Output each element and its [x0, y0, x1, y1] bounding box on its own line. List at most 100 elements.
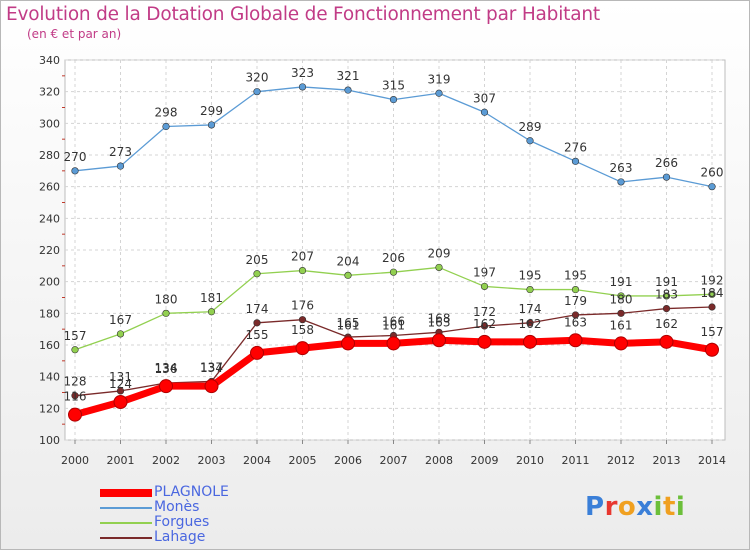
- data-label: 191: [655, 275, 678, 289]
- x-tick-label: 2010: [516, 454, 544, 467]
- data-label: 155: [246, 328, 269, 342]
- data-point: [298, 316, 307, 324]
- data-point: [298, 83, 307, 91]
- x-tick-label: 2001: [107, 454, 135, 467]
- data-label: 197: [473, 265, 496, 279]
- data-label: 266: [655, 156, 678, 170]
- data-point: [708, 303, 716, 311]
- data-label: 195: [564, 269, 587, 283]
- data-label: 205: [246, 253, 269, 267]
- data-label: 124: [109, 377, 132, 391]
- data-label: 276: [564, 140, 587, 154]
- data-point: [253, 270, 261, 278]
- data-label: 307: [473, 91, 496, 105]
- data-label: 299: [200, 104, 223, 118]
- data-point: [341, 336, 355, 351]
- x-tick-label: 2000: [61, 454, 89, 467]
- data-point: [662, 304, 671, 313]
- data-point: [523, 334, 537, 349]
- data-point: [295, 341, 310, 356]
- data-label: 172: [473, 305, 496, 319]
- data-label: 298: [155, 106, 178, 120]
- proxiti-logo: Proxiti: [585, 492, 685, 522]
- y-tick-label: 100: [39, 434, 60, 447]
- data-label: 131: [109, 370, 132, 384]
- data-label: 180: [610, 292, 633, 306]
- data-point: [432, 333, 446, 348]
- data-point: [435, 263, 443, 272]
- data-point: [389, 268, 398, 276]
- legend-label: Monès: [154, 499, 200, 515]
- data-point: [344, 86, 352, 94]
- data-label: 162: [519, 317, 542, 331]
- x-tick-label: 2007: [380, 454, 408, 467]
- data-point: [568, 333, 583, 348]
- chart-subtitle: (en € et par an): [27, 27, 122, 41]
- logo-letter: o: [617, 492, 637, 522]
- data-point: [480, 108, 489, 116]
- data-point: [480, 282, 489, 291]
- data-label: 157: [701, 325, 724, 339]
- data-point: [435, 89, 443, 97]
- y-tick-label: 240: [39, 212, 60, 225]
- y-tick-label: 180: [39, 307, 60, 320]
- data-point: [526, 285, 534, 294]
- data-point: [477, 334, 492, 349]
- data-label: 207: [291, 250, 314, 264]
- data-point: [159, 379, 173, 394]
- logo-letter: x: [636, 492, 654, 522]
- x-tick-label: 2008: [425, 454, 453, 467]
- data-point: [71, 167, 79, 175]
- data-point: [571, 157, 580, 165]
- logo-letter: P: [585, 492, 605, 522]
- y-tick-label: 220: [39, 244, 60, 257]
- data-point: [253, 319, 261, 327]
- legend-label: Forgues: [154, 514, 210, 530]
- data-label: 134: [200, 361, 223, 375]
- legend-swatch: [100, 537, 152, 539]
- logo-letter: r: [604, 492, 618, 522]
- y-tick-label: 300: [39, 117, 60, 130]
- data-point: [705, 342, 719, 357]
- data-label: 204: [337, 254, 360, 268]
- y-tick-label: 320: [39, 86, 60, 99]
- legend-swatch: [100, 522, 152, 524]
- data-point: [708, 183, 716, 191]
- data-label: 209: [428, 246, 451, 260]
- data-point: [113, 395, 128, 409]
- data-label: 273: [109, 145, 132, 159]
- y-tick-label: 280: [39, 149, 60, 162]
- y-tick-label: 160: [39, 339, 60, 352]
- x-tick-label: 2014: [698, 454, 726, 467]
- data-point: [617, 309, 625, 317]
- legend-swatch: [100, 489, 152, 497]
- data-label: 191: [610, 275, 633, 289]
- x-tick-label: 2003: [198, 454, 226, 467]
- data-point: [204, 379, 219, 394]
- data-point: [389, 95, 398, 104]
- data-label: 289: [519, 120, 542, 134]
- legend-label: PLAGNOLE: [154, 484, 229, 500]
- x-tick-label: 2013: [653, 454, 681, 467]
- data-label: 179: [564, 294, 587, 308]
- data-label: 137: [200, 360, 223, 374]
- data-label: 320: [246, 71, 269, 85]
- data-point: [571, 285, 580, 294]
- x-tick-label: 2009: [471, 454, 499, 467]
- logo-letter: t: [662, 492, 676, 522]
- data-label: 270: [64, 150, 87, 164]
- data-label: 180: [155, 292, 178, 306]
- data-label: 183: [655, 288, 678, 302]
- data-label: 134: [155, 361, 178, 375]
- data-point: [526, 319, 534, 327]
- data-label: 315: [382, 79, 405, 93]
- data-label: 319: [428, 72, 451, 86]
- data-label: 161: [610, 318, 633, 332]
- chart-title: Evolution de la Dotation Globale de Fonc…: [6, 4, 600, 25]
- data-point: [253, 88, 261, 96]
- y-tick-label: 140: [39, 371, 60, 384]
- data-label: 176: [291, 299, 314, 313]
- data-point: [162, 309, 170, 317]
- data-label: 161: [337, 318, 360, 332]
